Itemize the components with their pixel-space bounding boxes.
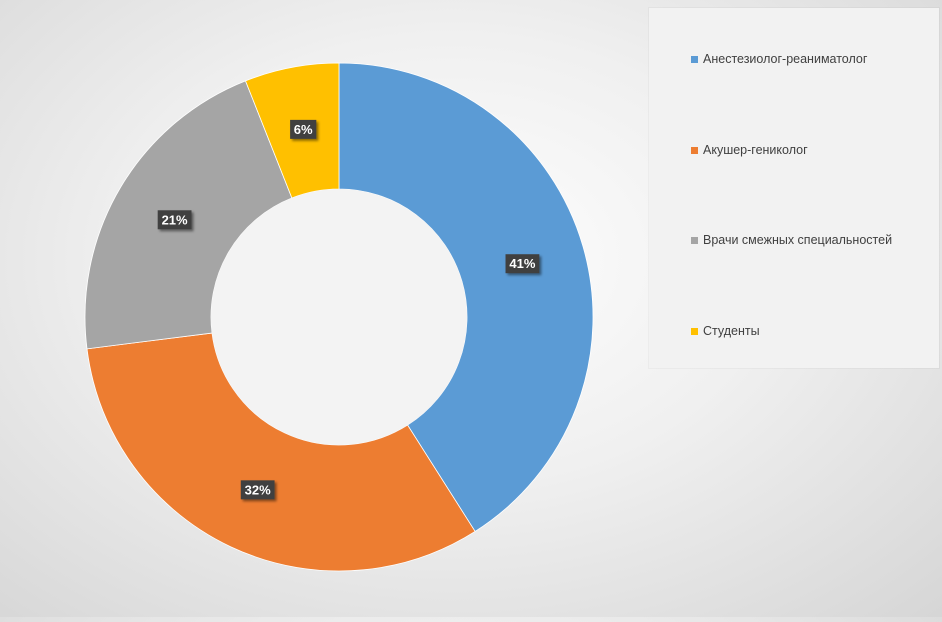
legend-label: Врачи смежных специальностей (703, 233, 893, 247)
data-label-related-specialists: 21% (157, 210, 192, 230)
legend: Анестезиолог-реаниматолог Акушер-геникол… (649, 8, 939, 368)
data-label-box (290, 119, 317, 139)
legend-item-anesthesiologist: Анестезиолог-реаниматолог (691, 51, 867, 67)
donut-slices (84, 62, 594, 572)
donut-hole (211, 189, 467, 445)
legend-item-related-specialists: Врачи смежных специальностей (691, 232, 892, 248)
data-label-text: 21% (162, 212, 188, 227)
legend-label: Анестезиолог-реаниматолог (703, 52, 868, 66)
data-label-box (240, 480, 275, 500)
legend-swatch-blue (691, 55, 698, 63)
legend-label: Акушер-гениколог (703, 143, 808, 157)
data-label-students: 6% (290, 119, 317, 139)
legend-item-obstetrician: Акушер-гениколог (691, 142, 808, 158)
data-label-anesthesiologist: 41% (505, 254, 540, 274)
data-label-text: 6% (294, 122, 313, 137)
data-label-box (505, 254, 540, 274)
legend-swatch-gray (691, 236, 698, 244)
legend-item-students: Студенты (691, 323, 760, 339)
data-label-obstetrician: 32% (240, 480, 275, 500)
legend-swatch-yellow (691, 327, 698, 335)
data-label-text: 32% (245, 482, 271, 497)
legend-swatch-orange (691, 146, 698, 154)
data-label-box (157, 210, 192, 230)
data-label-text: 41% (509, 256, 535, 271)
legend-label: Студенты (703, 324, 760, 338)
data-labels: 41% 32% 21% 6% (157, 119, 540, 500)
